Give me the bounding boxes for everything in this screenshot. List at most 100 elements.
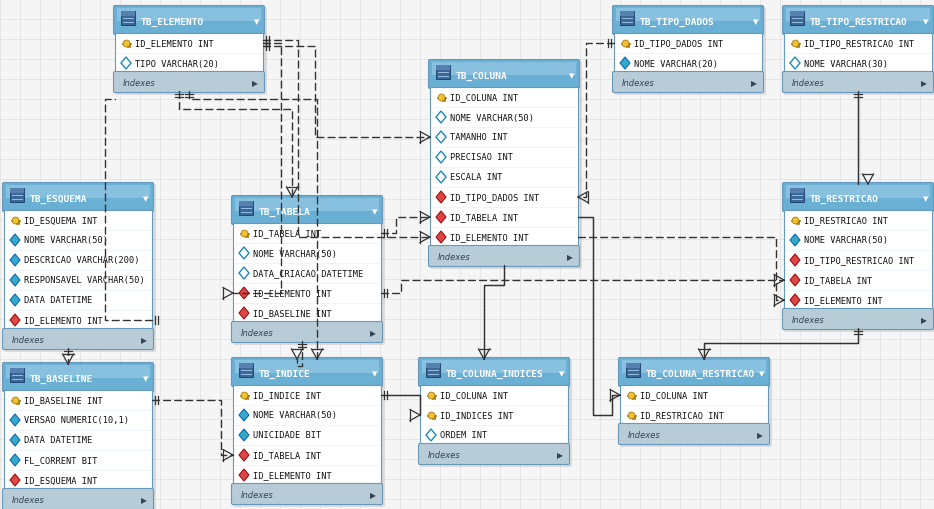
Bar (10, 369, 24, 373)
FancyBboxPatch shape (114, 72, 264, 93)
Text: Indexes: Indexes (12, 496, 45, 504)
FancyBboxPatch shape (3, 183, 153, 212)
Text: ID_INDICE INT: ID_INDICE INT (253, 391, 321, 400)
Text: Indexes: Indexes (792, 79, 825, 89)
FancyBboxPatch shape (114, 7, 264, 36)
FancyBboxPatch shape (232, 322, 383, 343)
Text: ID_ELEMENTO INT: ID_ELEMENTO INT (24, 316, 103, 325)
FancyBboxPatch shape (232, 484, 383, 504)
Text: ID_TABELA INT: ID_TABELA INT (804, 276, 872, 285)
FancyBboxPatch shape (618, 423, 770, 445)
Bar (121, 12, 135, 26)
Polygon shape (10, 274, 20, 287)
Text: ID_TIPO_RESTRICAO INT: ID_TIPO_RESTRICAO INT (804, 256, 914, 265)
Bar (422, 360, 566, 373)
Text: NOME VARCHAR(50): NOME VARCHAR(50) (450, 114, 534, 122)
Text: TB_INDICE: TB_INDICE (259, 369, 311, 378)
Bar (784, 34, 932, 74)
Bar (790, 189, 804, 193)
Text: ID_BASELINE INT: ID_BASELINE INT (24, 395, 103, 405)
Bar (239, 363, 253, 369)
Text: DATA_CRIACAO DATETIME: DATA_CRIACAO DATETIME (253, 269, 363, 278)
Text: PRECISAO INT: PRECISAO INT (450, 153, 513, 162)
Bar (626, 363, 640, 377)
Bar (614, 34, 762, 74)
Polygon shape (436, 191, 446, 204)
Text: ▼: ▼ (754, 19, 758, 25)
Bar (436, 66, 450, 71)
Polygon shape (239, 288, 249, 299)
Text: ▶: ▶ (757, 431, 763, 440)
Text: RESPONSAVEL VARCHAR(50): RESPONSAVEL VARCHAR(50) (24, 276, 145, 285)
FancyBboxPatch shape (614, 8, 766, 96)
FancyBboxPatch shape (430, 62, 582, 269)
Text: ID_TIPO_DADOS INT: ID_TIPO_DADOS INT (634, 39, 723, 48)
Text: ▼: ▼ (254, 19, 260, 25)
Polygon shape (10, 235, 20, 246)
FancyBboxPatch shape (784, 185, 934, 332)
Text: TB_BASELINE: TB_BASELINE (30, 374, 93, 383)
Bar (4, 390, 152, 490)
Bar (233, 385, 381, 485)
Bar (790, 189, 804, 203)
Text: ▼: ▼ (373, 209, 377, 215)
FancyBboxPatch shape (783, 7, 933, 36)
FancyBboxPatch shape (3, 329, 153, 350)
Text: ▶: ▶ (567, 253, 573, 262)
Bar (790, 12, 804, 26)
Text: ID_COLUNA INT: ID_COLUNA INT (450, 93, 518, 102)
FancyBboxPatch shape (232, 358, 383, 387)
Bar (786, 186, 930, 199)
FancyBboxPatch shape (233, 359, 385, 507)
Text: ▶: ▶ (751, 79, 757, 89)
Text: ID_ELEMENTO INT: ID_ELEMENTO INT (253, 289, 332, 298)
Text: ▼: ▼ (559, 370, 565, 376)
Text: ▼: ▼ (373, 370, 377, 376)
Bar (239, 202, 253, 216)
Bar (235, 199, 379, 212)
Text: ID_COLUNA INT: ID_COLUNA INT (440, 391, 508, 400)
Bar (426, 363, 440, 369)
Text: ID_ESQUEMA INT: ID_ESQUEMA INT (24, 475, 97, 485)
Text: TB_COLUNA_INDICES: TB_COLUNA_INDICES (446, 369, 544, 378)
Text: ID_ELEMENTO INT: ID_ELEMENTO INT (804, 296, 883, 305)
Polygon shape (790, 294, 800, 306)
Polygon shape (10, 414, 20, 426)
Text: ▶: ▶ (252, 79, 258, 89)
Text: Indexes: Indexes (12, 336, 45, 345)
Polygon shape (620, 58, 630, 70)
FancyBboxPatch shape (613, 7, 763, 36)
Text: Indexes: Indexes (241, 329, 274, 338)
Text: TB_COLUNA: TB_COLUNA (456, 71, 508, 80)
Text: DATA DATETIME: DATA DATETIME (24, 296, 92, 305)
Bar (239, 202, 253, 207)
FancyBboxPatch shape (4, 364, 156, 509)
FancyBboxPatch shape (429, 246, 579, 267)
Text: TB_TIPO_DADOS: TB_TIPO_DADOS (640, 17, 715, 26)
Text: TB_ELEMENTO: TB_ELEMENTO (141, 17, 205, 26)
Bar (235, 360, 379, 373)
Text: Indexes: Indexes (438, 253, 471, 262)
Text: ID_TIPO_RESTRICAO INT: ID_TIPO_RESTRICAO INT (804, 39, 914, 48)
Text: TB_COLUNA_RESTRICAO: TB_COLUNA_RESTRICAO (646, 369, 756, 378)
Text: ID_RESTRICAO INT: ID_RESTRICAO INT (804, 216, 888, 225)
Bar (620, 12, 634, 26)
Text: DATA DATETIME: DATA DATETIME (24, 436, 92, 445)
Polygon shape (239, 307, 249, 319)
Text: ▶: ▶ (141, 496, 147, 504)
Bar (420, 385, 568, 445)
Bar (239, 363, 253, 377)
Text: ID_TIPO_DADOS INT: ID_TIPO_DADOS INT (450, 193, 539, 202)
Text: ID_COLUNA INT: ID_COLUNA INT (640, 391, 708, 400)
Bar (430, 88, 578, 247)
Bar (616, 9, 760, 22)
Text: ID_TABELA INT: ID_TABELA INT (253, 229, 321, 238)
Text: Indexes: Indexes (241, 491, 274, 499)
Text: ID_RESTRICAO INT: ID_RESTRICAO INT (640, 411, 724, 420)
Text: ID_INDICES INT: ID_INDICES INT (440, 411, 514, 420)
FancyBboxPatch shape (4, 185, 156, 352)
Bar (10, 369, 24, 382)
Text: ▼: ▼ (924, 195, 928, 202)
Text: NOME VARCHAR(50): NOME VARCHAR(50) (24, 236, 108, 245)
FancyBboxPatch shape (418, 444, 570, 465)
